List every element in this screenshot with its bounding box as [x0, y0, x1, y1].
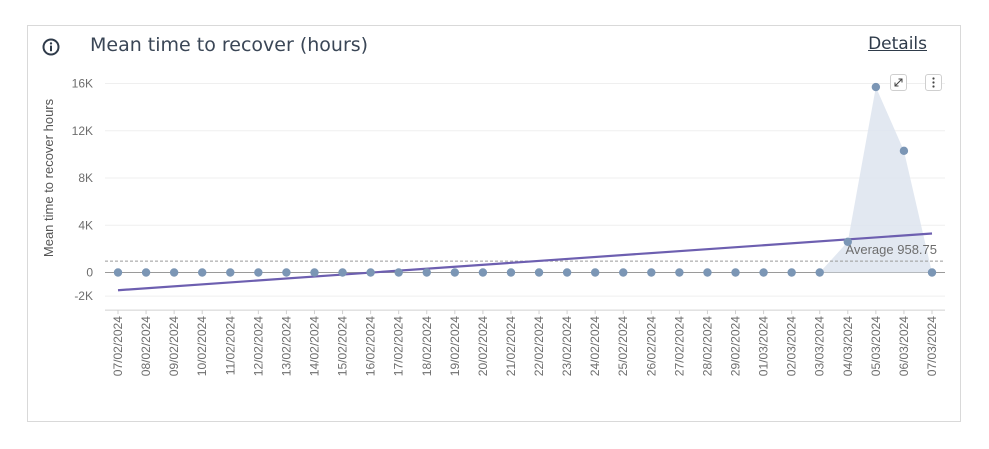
- data-point: [534, 268, 544, 277]
- data-point: [338, 268, 347, 277]
- data-point: [899, 146, 909, 156]
- data-point: [759, 268, 768, 277]
- average-label: Average 958.75: [845, 242, 937, 257]
- x-tick-label: 07/02/2024: [111, 316, 125, 376]
- x-tick-label: 14/02/2024: [307, 316, 321, 376]
- chart-title: Mean time to recover (hours): [90, 34, 369, 56]
- x-tick-label: 05/03/2024: [869, 316, 883, 376]
- x-tick-label: 22/02/2024: [532, 316, 546, 376]
- x-tick-label: 21/02/2024: [504, 316, 518, 376]
- y-tick-label: 4K: [78, 218, 93, 232]
- x-tick-label: 25/02/2024: [616, 316, 630, 376]
- data-point: [731, 268, 740, 277]
- x-tick-label: 20/02/2024: [476, 316, 490, 376]
- y-axis-label: Mean time to recover hours: [41, 98, 56, 257]
- data-point: [619, 268, 628, 277]
- data-point: [113, 268, 123, 277]
- data-point: [647, 268, 656, 277]
- data-point: [254, 268, 263, 277]
- data-point: [450, 268, 460, 277]
- y-tick-label: 16K: [72, 77, 93, 91]
- x-tick-label: 18/02/2024: [420, 316, 434, 376]
- x-tick-label: 19/02/2024: [448, 316, 462, 376]
- trend-line: [117, 232, 933, 292]
- x-tick-label: 08/02/2024: [139, 316, 153, 376]
- y-tick-label: 12K: [72, 124, 93, 138]
- data-point: [927, 268, 937, 277]
- chart-card: [27, 25, 961, 422]
- data-point: [169, 268, 179, 277]
- x-tick-label: 10/02/2024: [195, 316, 209, 376]
- data-point: [562, 268, 572, 277]
- data-point: [703, 268, 712, 277]
- y-tick-label: 0: [86, 266, 93, 280]
- data-point: [675, 268, 684, 277]
- x-tick-label: 03/03/2024: [813, 316, 827, 376]
- data-point: [422, 268, 431, 277]
- x-tick-label: 02/03/2024: [785, 316, 799, 376]
- x-tick-label: 15/02/2024: [336, 316, 350, 376]
- data-point: [141, 268, 151, 277]
- x-tick-label: 16/02/2024: [364, 316, 378, 376]
- more-options-button[interactable]: [925, 74, 942, 91]
- x-tick-label: 28/02/2024: [700, 316, 714, 376]
- data-point: [843, 237, 852, 246]
- x-tick-label: 29/02/2024: [729, 316, 743, 376]
- x-tick-label: 06/03/2024: [897, 316, 911, 376]
- x-tick-label: 01/03/2024: [757, 316, 771, 376]
- x-tick-label: 27/02/2024: [672, 316, 686, 376]
- expand-button[interactable]: [890, 74, 907, 91]
- x-tick-label: 11/02/2024: [223, 316, 237, 375]
- y-tick-label: -2K: [74, 289, 93, 303]
- x-tick-label: 07/03/2024: [925, 316, 939, 376]
- data-point: [366, 268, 375, 277]
- details-link[interactable]: Details: [868, 34, 927, 54]
- data-point: [198, 268, 207, 277]
- data-point: [226, 268, 235, 277]
- data-point: [815, 268, 824, 277]
- info-icon[interactable]: [42, 38, 60, 56]
- y-tick-label: 8K: [78, 171, 93, 185]
- x-tick-label: 09/02/2024: [167, 316, 181, 376]
- data-point: [478, 268, 488, 277]
- data-point: [590, 268, 600, 277]
- data-point: [394, 268, 403, 277]
- x-tick-label: 26/02/2024: [644, 316, 658, 376]
- data-point: [310, 268, 319, 277]
- data-point: [506, 268, 516, 277]
- x-tick-label: 24/02/2024: [588, 316, 602, 376]
- x-tick-label: 13/02/2024: [279, 316, 293, 376]
- data-point: [787, 268, 796, 277]
- x-tick-label: 04/03/2024: [841, 316, 855, 376]
- more-vertical-icon: [932, 77, 935, 88]
- data-point: [282, 268, 291, 277]
- x-tick-label: 12/02/2024: [251, 316, 265, 376]
- x-tick-label: 23/02/2024: [560, 316, 574, 376]
- expand-icon: [894, 78, 903, 87]
- data-point: [871, 82, 881, 92]
- spike-band: [819, 87, 932, 273]
- x-tick-label: 17/02/2024: [392, 316, 406, 376]
